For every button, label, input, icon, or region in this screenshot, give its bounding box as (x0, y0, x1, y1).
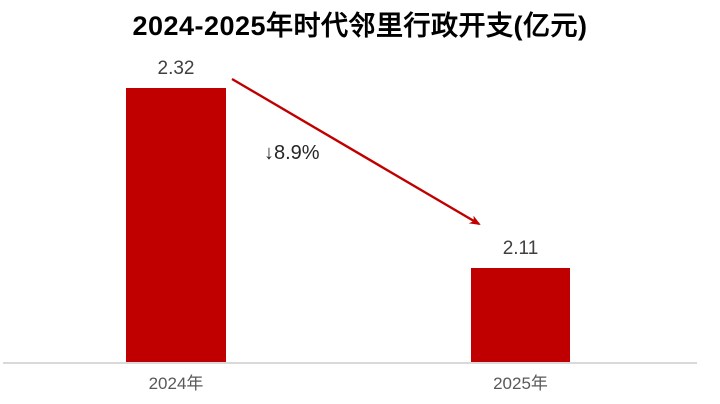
x-axis-line (3, 362, 697, 364)
bar-2024 (126, 88, 226, 362)
category-label-2025: 2025年 (493, 374, 548, 393)
value-label-2025: 2.11 (502, 238, 539, 259)
decline-annotation: ↓8.9% (264, 142, 320, 164)
chart-title: 2024-2025年时代邻里行政开支(亿元) (132, 11, 588, 41)
value-label-2024: 2.32 (157, 58, 195, 79)
category-label-2024: 2024年 (148, 374, 204, 393)
bar-2025 (471, 268, 570, 362)
